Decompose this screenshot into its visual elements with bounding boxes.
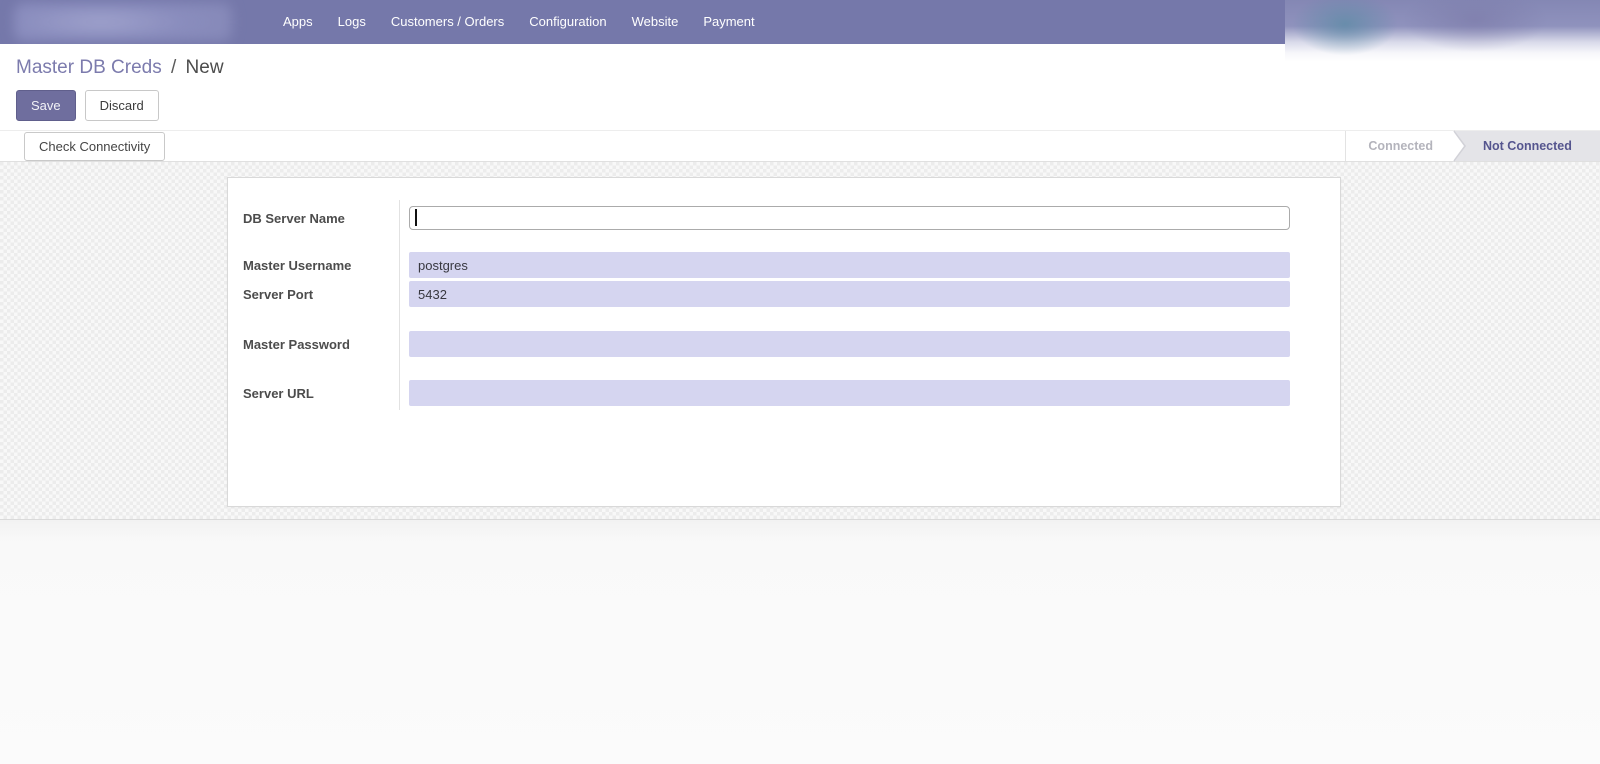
menu-configuration[interactable]: Configuration xyxy=(529,14,607,29)
field-row-master-username: Master Username xyxy=(243,252,1290,278)
page-footer-area xyxy=(0,519,1600,764)
menu-apps[interactable]: Apps xyxy=(283,14,313,29)
server-url-label: Server URL xyxy=(243,385,314,401)
menu-customers-orders[interactable]: Customers / Orders xyxy=(390,14,505,29)
blurred-user-menu xyxy=(1285,0,1600,62)
record-actions: Save Discard xyxy=(16,90,159,121)
save-button[interactable]: Save xyxy=(16,90,76,121)
server-port-input[interactable] xyxy=(409,281,1290,307)
db-server-name-label: DB Server Name xyxy=(243,210,345,226)
form-statusbar: Check Connectivity Connected Not Connect… xyxy=(0,130,1600,162)
field-row-server-url: Server URL xyxy=(243,380,1290,406)
master-password-label: Master Password xyxy=(243,336,350,352)
field-row-master-password: Master Password xyxy=(243,331,1290,357)
status-not-connected[interactable]: Not Connected xyxy=(1453,131,1600,161)
status-widget: Connected Not Connected xyxy=(1345,131,1600,161)
master-password-input[interactable] xyxy=(409,331,1290,357)
field-row-db-server-name: DB Server Name xyxy=(243,206,1290,230)
blurred-logo xyxy=(14,3,232,41)
breadcrumb-separator: / xyxy=(170,57,177,78)
form-sheet: DB Server Name Master Username Server Po… xyxy=(227,177,1341,507)
main-menu: Apps Logs Customers / Orders Configurati… xyxy=(283,0,755,44)
discard-button[interactable]: Discard xyxy=(84,90,159,121)
menu-website[interactable]: Website xyxy=(631,14,679,29)
db-server-name-input[interactable] xyxy=(409,206,1290,230)
server-port-label: Server Port xyxy=(243,286,314,302)
field-row-server-port: Server Port xyxy=(243,281,1290,307)
menu-logs[interactable]: Logs xyxy=(337,14,366,29)
server-url-input[interactable] xyxy=(409,380,1290,406)
master-username-label: Master Username xyxy=(243,257,352,273)
check-connectivity-button[interactable]: Check Connectivity xyxy=(24,131,166,161)
breadcrumb-parent-link[interactable]: Master DB Creds xyxy=(16,57,162,78)
master-username-input[interactable] xyxy=(409,252,1290,278)
form-field-group: DB Server Name Master Username Server Po… xyxy=(243,200,1290,410)
status-connected[interactable]: Connected xyxy=(1346,131,1453,161)
menu-payment[interactable]: Payment xyxy=(703,14,755,29)
breadcrumb: Master DB Creds / New xyxy=(16,57,224,79)
breadcrumb-current: New xyxy=(185,57,224,78)
content-area: DB Server Name Master Username Server Po… xyxy=(0,162,1600,519)
text-cursor xyxy=(415,209,417,226)
